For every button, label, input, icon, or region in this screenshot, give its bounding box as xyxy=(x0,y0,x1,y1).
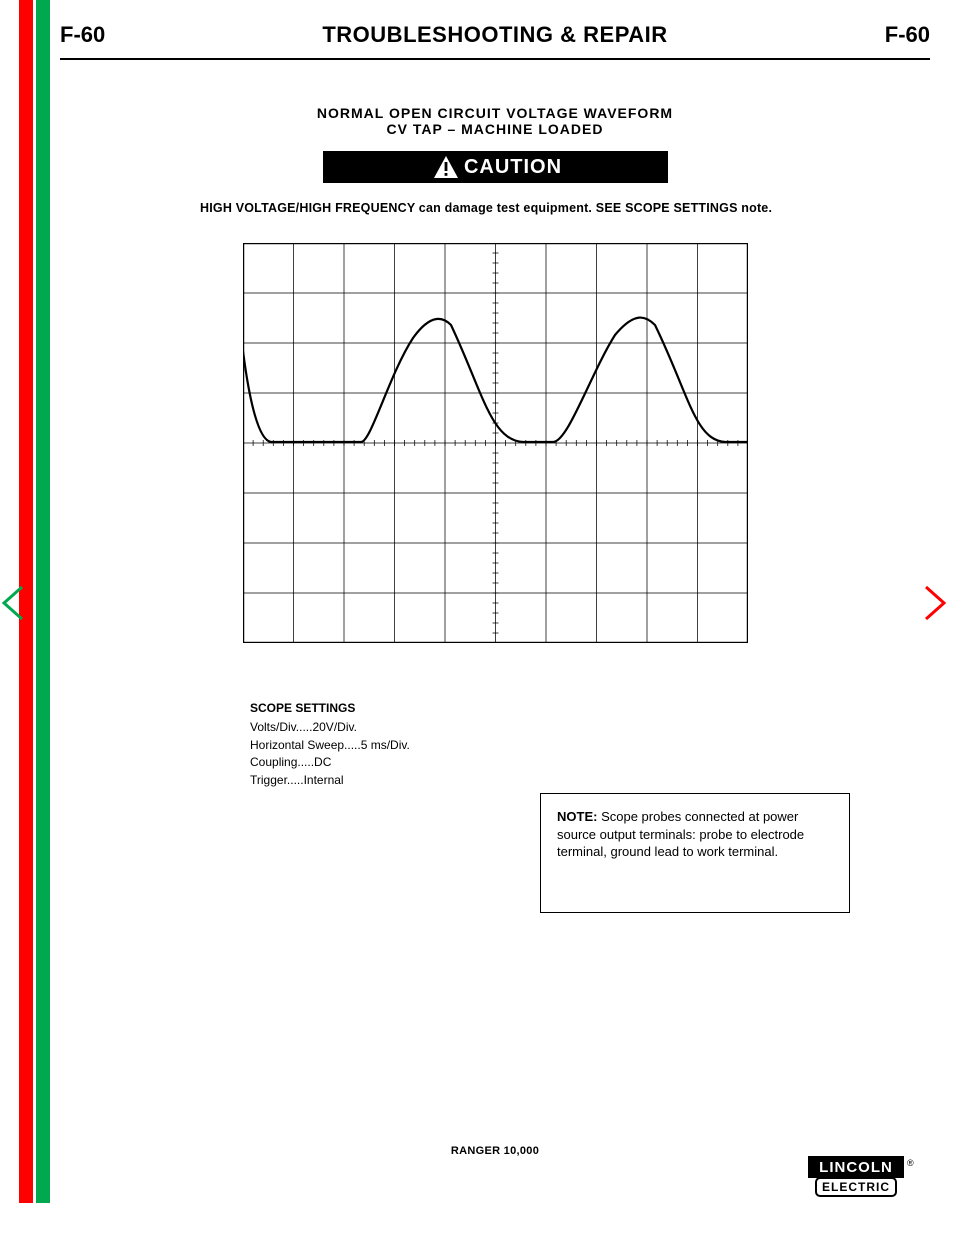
left-stripe-green xyxy=(36,0,50,1203)
high-voltage-warning: HIGH VOLTAGE/HIGH FREQUENCY can damage t… xyxy=(200,201,790,215)
logo-reg-mark: ® xyxy=(907,1158,914,1168)
note-callout: NOTE: Scope probes connected at power so… xyxy=(540,793,850,913)
warning-triangle-icon xyxy=(433,155,459,179)
prev-page-button[interactable] xyxy=(0,585,24,621)
figure-title: NORMAL OPEN CIRCUIT VOLTAGE WAVEFORM CV … xyxy=(60,105,930,137)
scope-settings-coupling: Coupling.....DC xyxy=(250,754,510,771)
scope-settings-block: SCOPE SETTINGS Volts/Div.....20V/Div. Ho… xyxy=(250,700,510,789)
scope-settings-volts: Volts/Div.....20V/Div. xyxy=(250,719,510,736)
scope-settings-heading: SCOPE SETTINGS xyxy=(250,700,510,717)
header-title: TROUBLESHOOTING & REPAIR xyxy=(60,22,930,48)
oscilloscope-svg xyxy=(243,243,748,643)
page-header: F-60 TROUBLESHOOTING & REPAIR F-60 xyxy=(60,0,930,60)
footer-model: RANGER 10,000 xyxy=(60,1145,930,1157)
logo-top-text: LINCOLN xyxy=(819,1159,893,1176)
figure-title-line2: CV TAP – MACHINE LOADED xyxy=(387,121,604,137)
caution-label: CAUTION xyxy=(464,156,562,179)
figure-title-line1: NORMAL OPEN CIRCUIT VOLTAGE WAVEFORM xyxy=(317,105,673,121)
page-content: F-60 TROUBLESHOOTING & REPAIR F-60 NORMA… xyxy=(60,0,930,1235)
caution-banner: CAUTION xyxy=(323,151,668,183)
oscilloscope-chart xyxy=(243,243,748,643)
header-page-right: F-60 xyxy=(885,22,930,48)
next-page-button[interactable] xyxy=(924,585,948,621)
scope-settings-trigger: Trigger.....Internal xyxy=(250,772,510,789)
logo-bottom-text: ELECTRIC xyxy=(822,1180,890,1194)
lincoln-electric-logo: LINCOLN ® ELECTRIC xyxy=(808,1156,918,1205)
note-label: NOTE: xyxy=(557,809,597,824)
scope-settings-horiz: Horizontal Sweep.....5 ms/Div. xyxy=(250,737,510,754)
